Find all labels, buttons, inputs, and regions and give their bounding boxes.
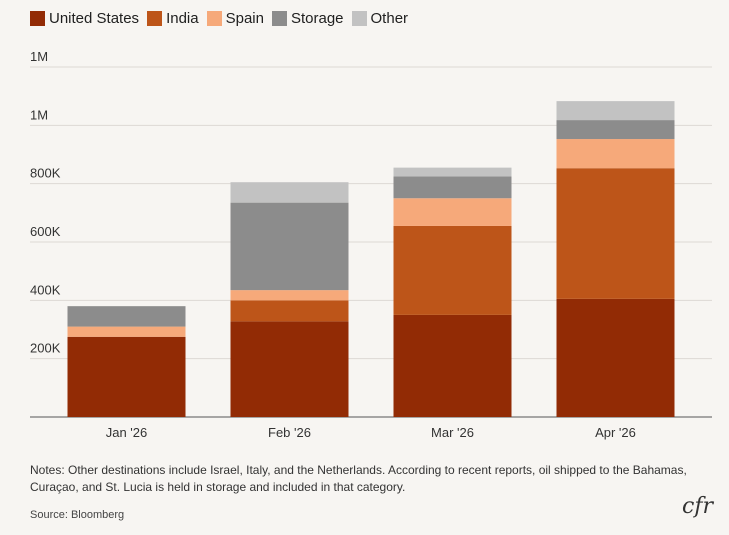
bar-segment — [393, 225, 512, 315]
bar-segment — [556, 120, 675, 140]
legend-swatch — [30, 11, 45, 26]
y-tick-label: 1M — [30, 49, 48, 64]
bar-segment — [67, 326, 186, 337]
bar-segment — [230, 202, 349, 291]
y-tick-label: 200K — [30, 341, 61, 356]
bar-segment — [230, 290, 349, 301]
bar-segment — [393, 167, 512, 177]
legend-item: India — [147, 10, 199, 27]
bar-segment — [230, 182, 349, 203]
legend-swatch — [147, 11, 163, 26]
bar-segment — [393, 314, 512, 417]
bar-segment — [67, 306, 186, 327]
legend-item: United States — [30, 10, 139, 27]
legend: United States India Spain Storage Other — [30, 10, 416, 27]
y-tick-label: 800K — [30, 166, 61, 181]
bar-segment — [556, 168, 675, 299]
bar-segment — [67, 336, 186, 417]
y-tick-label: 600K — [30, 224, 61, 239]
bar-segment — [556, 298, 675, 417]
bar-segment — [556, 101, 675, 121]
stacked-bar-chart: 200K 400K 600K 800K 1M 1M Jan '26 Feb '26 Mar '2… — [30, 49, 712, 440]
legend-label: Spain — [225, 10, 264, 27]
legend-item: Storage — [271, 10, 344, 27]
legend-label: Other — [370, 10, 409, 27]
legend-item: Other — [351, 10, 409, 27]
chart-source: Source: Bloomberg — [30, 509, 125, 521]
legend-swatch — [206, 11, 222, 26]
x-tick-label: Jan '26 — [106, 425, 148, 440]
bar-segment — [393, 198, 512, 226]
bar-segment — [393, 176, 512, 199]
y-tick-label: 1M — [30, 107, 48, 122]
y-tick-label: 400K — [30, 282, 61, 297]
legend-item: Spain — [206, 10, 264, 27]
legend-swatch — [351, 11, 367, 26]
legend-label: Storage — [290, 10, 344, 27]
bar-segment — [556, 139, 675, 169]
bar-segment — [230, 300, 349, 322]
chart-notes: Notes: Other destinations include Israel… — [30, 463, 687, 494]
legend-label: India — [166, 10, 199, 27]
legend-label: United States — [49, 10, 140, 27]
legend-swatch — [271, 11, 287, 26]
x-tick-label: Feb '26 — [268, 425, 311, 440]
x-tick-label: Apr '26 — [595, 425, 636, 440]
cfr-logo: cfr — [682, 494, 713, 519]
bar-segment — [230, 321, 349, 417]
x-tick-label: Mar '26 — [431, 425, 474, 440]
